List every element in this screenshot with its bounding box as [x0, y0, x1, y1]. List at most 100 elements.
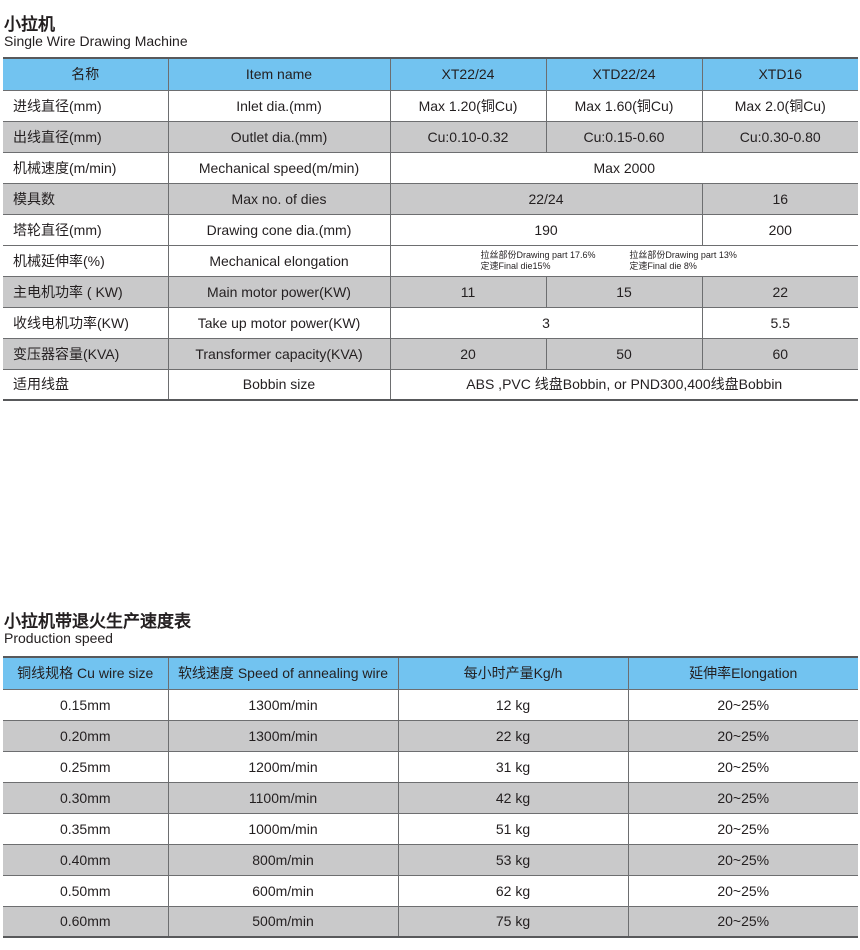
- table-row: 塔轮直径(mm) Drawing cone dia.(mm) 190 200: [3, 214, 858, 245]
- cell: 1300m/min: [167, 720, 399, 751]
- cell: 20: [389, 338, 547, 369]
- row-label-cn: 模具数: [3, 183, 169, 214]
- cell: 1200m/min: [167, 751, 399, 782]
- cell: 20~25%: [627, 906, 858, 937]
- cell: 60: [701, 338, 858, 369]
- cell: 22/24: [389, 183, 703, 214]
- cell: 31 kg: [397, 751, 629, 782]
- row-label-cn: 主电机功率 ( KW): [3, 276, 169, 307]
- table-row: 出线直径(mm) Outlet dia.(mm) Cu:0.10-0.32 Cu:0.…: [3, 121, 858, 152]
- row-label-en: Inlet dia.(mm): [167, 90, 391, 121]
- table-row: 进线直径(mm) Inlet dia.(mm) Max 1.20(铜Cu) Max 1…: [3, 90, 858, 121]
- cell: 0.50mm: [3, 875, 169, 906]
- cell: 600m/min: [167, 875, 399, 906]
- cell: 50: [545, 338, 703, 369]
- row-label-cn: 变压器容量(KVA): [3, 338, 169, 369]
- cell: 1000m/min: [167, 813, 399, 844]
- row-label-cn: 机械延伸率(%): [3, 245, 169, 276]
- cell: 53 kg: [397, 844, 629, 875]
- table-row: 0.20mm 1300m/min 22 kg 20~25%: [3, 720, 858, 751]
- header-cell: Item name: [167, 58, 391, 90]
- speed-subtitle: Production speed: [4, 630, 113, 646]
- row-label-cn: 适用线盘: [3, 369, 169, 400]
- row-label-en: Drawing cone dia.(mm): [167, 214, 391, 245]
- speed-table: 铜线规格 Cu wire size 软线速度 Speed of annealin…: [3, 656, 858, 938]
- cell: 51 kg: [397, 813, 629, 844]
- row-label-en: Bobbin size: [167, 369, 391, 400]
- cell: 22: [701, 276, 858, 307]
- cell: 20~25%: [627, 844, 858, 875]
- cell: 500m/min: [167, 906, 399, 937]
- cell: Max 2000: [389, 152, 858, 183]
- note: 拉丝部份Drawing part 17.6%: [480, 249, 596, 260]
- row-label-en: Main motor power(KW): [167, 276, 391, 307]
- header-cell: 延伸率Elongation: [627, 657, 858, 689]
- cell: 0.40mm: [3, 844, 169, 875]
- spec-title: 小拉机: [4, 15, 55, 34]
- row-label-cn: 机械速度(m/min): [3, 152, 169, 183]
- cell: ABS ,PVC 线盘Bobbin, or PND300,400线盘Bobbin: [389, 369, 858, 400]
- cell: 16: [701, 183, 858, 214]
- cell: Cu:0.15-0.60: [545, 121, 703, 152]
- elongation-cell: 拉丝部份Drawing part 17.6% 定速Final die15% 拉丝部…: [389, 245, 858, 276]
- cell: 20~25%: [627, 813, 858, 844]
- row-label-en: Mechanical speed(m/min): [167, 152, 391, 183]
- row-label-cn: 塔轮直径(mm): [3, 214, 169, 245]
- table-row: 机械延伸率(%) Mechanical elongation 拉丝部份Drawin…: [3, 245, 858, 276]
- table-row: 0.25mm 1200m/min 31 kg 20~25%: [3, 751, 858, 782]
- cell: 20~25%: [627, 875, 858, 906]
- cell: 1300m/min: [167, 689, 399, 720]
- cell: Max 1.20(铜Cu): [389, 90, 547, 121]
- cell: 0.30mm: [3, 782, 169, 813]
- header-cell: 软线速度 Speed of annealing wire: [167, 657, 399, 689]
- cell: 22 kg: [397, 720, 629, 751]
- cell: 0.25mm: [3, 751, 169, 782]
- row-label-en: Take up motor power(KW): [167, 307, 391, 338]
- header-cell: 铜线规格 Cu wire size: [3, 657, 169, 689]
- note: 定速Final die 8%: [629, 260, 697, 271]
- row-label-en: Mechanical elongation: [167, 245, 391, 276]
- header-cell: 每小时产量Kg/h: [397, 657, 629, 689]
- header-cell: XTD22/24: [545, 58, 703, 90]
- table-row: 0.40mm 800m/min 53 kg 20~25%: [3, 844, 858, 875]
- table-row: 变压器容量(KVA) Transformer capacity(KVA) 20 50 6…: [3, 338, 858, 369]
- row-label-cn: 进线直径(mm): [3, 90, 169, 121]
- row-label-en: Max no. of dies: [167, 183, 391, 214]
- cell: 3: [389, 307, 703, 338]
- cell: 0.20mm: [3, 720, 169, 751]
- table-row: 0.30mm 1100m/min 42 kg 20~25%: [3, 782, 858, 813]
- table-row: 0.15mm 1300m/min 12 kg 20~25%: [3, 689, 858, 720]
- cell: 42 kg: [397, 782, 629, 813]
- table-row: 0.60mm 500m/min 75 kg 20~25%: [3, 906, 858, 937]
- cell: 15: [545, 276, 703, 307]
- cell: 1100m/min: [167, 782, 399, 813]
- header-cell: XTD16: [701, 58, 858, 90]
- table-row: 适用线盘 Bobbin size ABS ,PVC 线盘Bobbin, or PND…: [3, 369, 858, 400]
- speed-title: 小拉机带退火生产速度表: [4, 612, 191, 631]
- row-label-en: Transformer capacity(KVA): [167, 338, 391, 369]
- cell: 20~25%: [627, 720, 858, 751]
- cell: 12 kg: [397, 689, 629, 720]
- cell: 20~25%: [627, 782, 858, 813]
- cell: 20~25%: [627, 689, 858, 720]
- row-label-en: Outlet dia.(mm): [167, 121, 391, 152]
- table-row: 收线电机功率(KW) Take up motor power(KW) 3 5.5: [3, 307, 858, 338]
- cell: Cu:0.30-0.80: [701, 121, 858, 152]
- row-label-cn: 出线直径(mm): [3, 121, 169, 152]
- cell: 20~25%: [627, 751, 858, 782]
- spec-subtitle: Single Wire Drawing Machine: [4, 33, 188, 49]
- cell: 800m/min: [167, 844, 399, 875]
- cell: Cu:0.10-0.32: [389, 121, 547, 152]
- header-cell: XT22/24: [389, 58, 547, 90]
- cell: Max 1.60(铜Cu): [545, 90, 703, 121]
- note: 定速Final die15%: [480, 260, 551, 271]
- table-row: 模具数 Max no. of dies 22/24 16: [3, 183, 858, 214]
- cell: 75 kg: [397, 906, 629, 937]
- cell: 0.15mm: [3, 689, 169, 720]
- table-row: 机械速度(m/min) Mechanical speed(m/min) Max 20…: [3, 152, 858, 183]
- cell: 11: [389, 276, 547, 307]
- spec-table: 名称 Item name XT22/24 XTD22/24 XTD16 进线直径…: [3, 57, 858, 401]
- header-cell: 名称: [3, 58, 169, 90]
- cell: 5.5: [701, 307, 858, 338]
- cell: 62 kg: [397, 875, 629, 906]
